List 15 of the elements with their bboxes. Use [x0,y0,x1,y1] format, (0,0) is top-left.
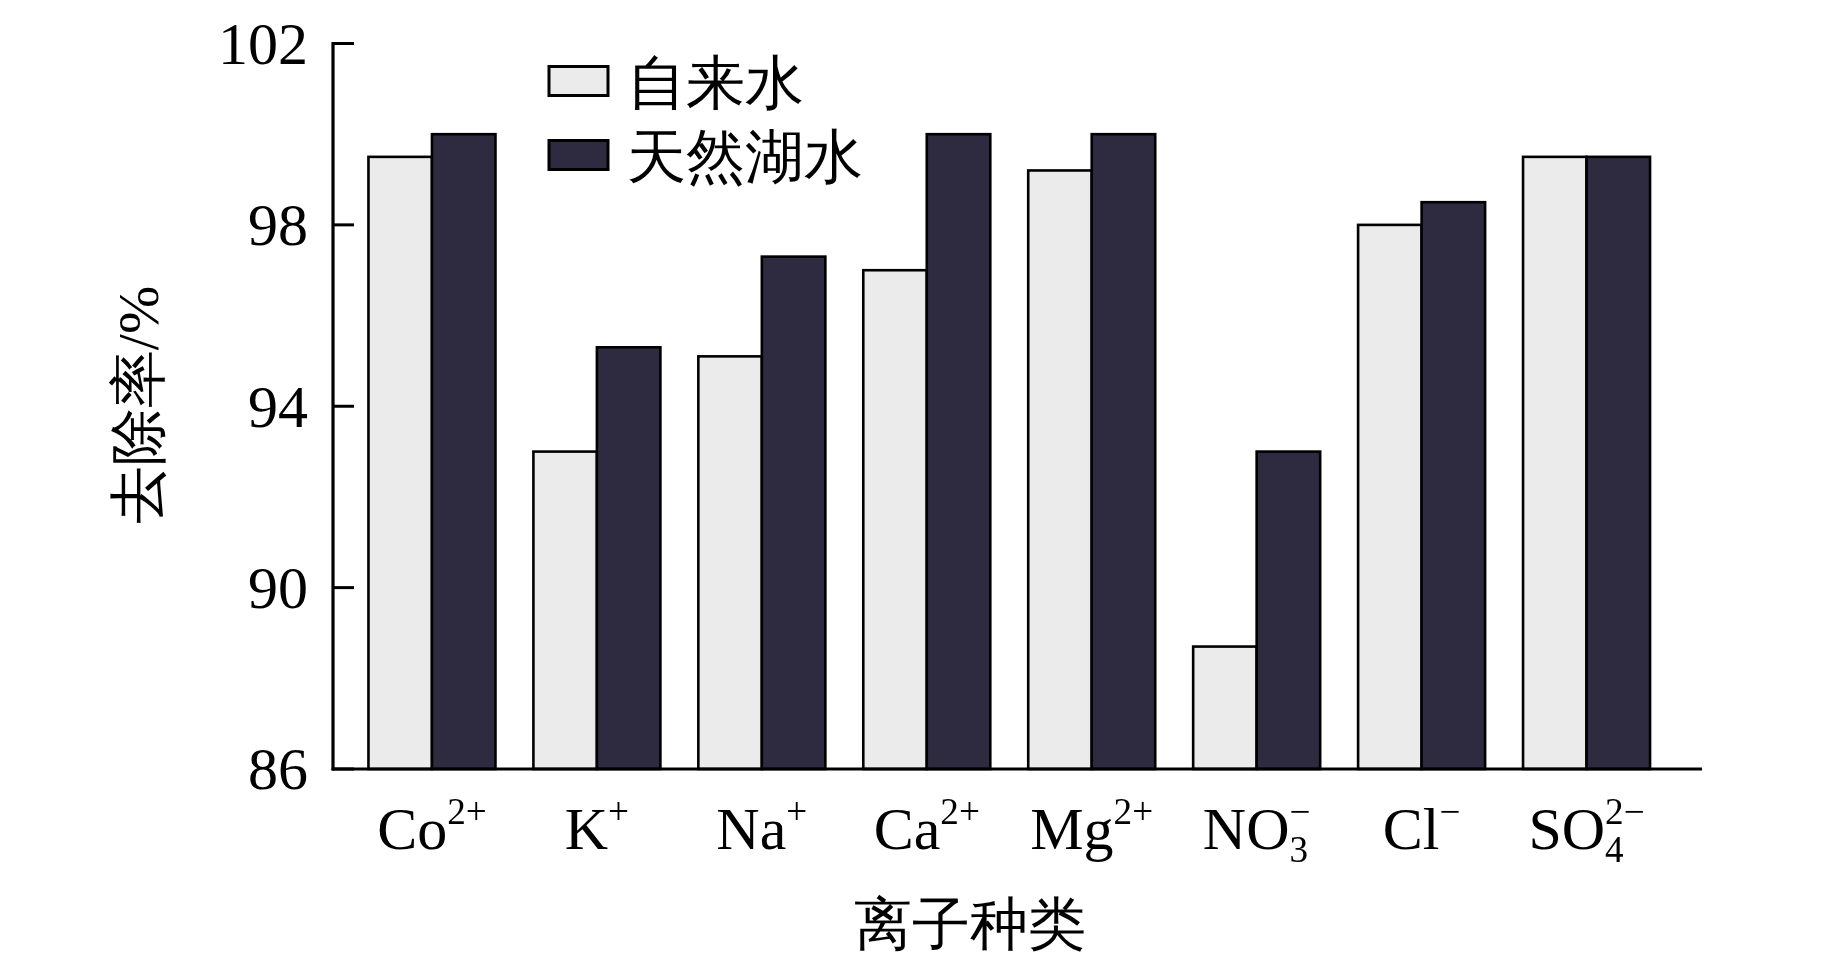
y-tick-label: 102 [218,10,308,77]
x-tick-label: Mg$^{2+}$ [1030,790,1154,862]
legend-label: 自来水 [627,49,804,116]
x-axis-title: 离子种类 [854,892,1086,957]
x-tick-label: Cl$^{−}$ [1382,790,1461,862]
y-tick-label: 98 [248,192,308,259]
y-tick-label: 90 [248,555,308,622]
y-tick-label: 94 [248,373,308,440]
x-tick-label: Co$^{2+}$ [377,790,487,862]
y-tick-label: 86 [248,736,308,803]
x-tick-label: K$^{+}$ [564,790,630,862]
legend-label: 天然湖水 [627,123,863,190]
y-axis-title: 去除率/% [106,285,171,525]
x-tick-label: Na$^{+}$ [716,790,808,862]
x-tick-label: Ca$^{2+}$ [873,790,980,862]
